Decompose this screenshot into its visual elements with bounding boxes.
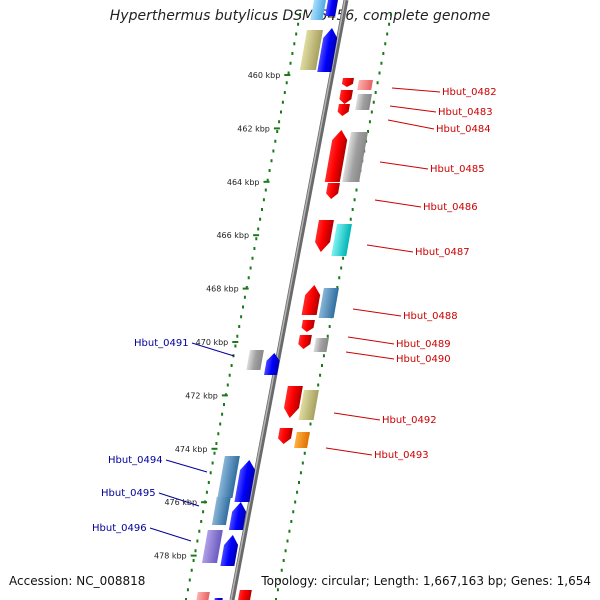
gene-feature — [220, 535, 239, 566]
gene-label-hbut-0494[interactable]: Hbut_0494 — [108, 455, 163, 466]
gene-leader-line — [325, 447, 373, 456]
gene-feature — [339, 90, 353, 104]
gene-feature — [298, 335, 312, 349]
gene-labels: Hbut_0482 Hbut_0483 Hbut_0484 Hbut_0485 Hbut… — [92, 87, 497, 542]
gene-feature — [264, 353, 280, 375]
gene-leader-line — [352, 308, 402, 317]
gene-label-hbut-0484[interactable]: Hbut_0484 — [436, 124, 491, 135]
gene-leader-line — [158, 492, 200, 507]
gene-leader-line — [366, 244, 414, 253]
gene-leader-line — [149, 527, 192, 542]
gene-feature — [238, 590, 252, 600]
scale-label: 476 kbp — [164, 498, 197, 507]
gene-feature — [202, 530, 223, 563]
gene-leader-line — [165, 459, 208, 473]
gene-label-hbut-0492[interactable]: Hbut_0492 — [382, 415, 437, 426]
gene-feature — [283, 386, 303, 418]
scale-label: 470 kbp — [196, 338, 229, 347]
gene-feature — [310, 0, 326, 20]
gene-feature — [301, 285, 321, 315]
gene-feature — [196, 592, 210, 600]
gene-feature — [301, 320, 315, 332]
gene-feature — [298, 390, 319, 420]
scale-label: 466 kbp — [216, 231, 249, 240]
gene-feature — [278, 428, 293, 444]
scale-label: 478 kbp — [154, 552, 187, 561]
gene-label-hbut-0491[interactable]: Hbut_0491 — [134, 338, 189, 349]
gene-feature — [313, 338, 329, 352]
gene-leader-line — [387, 119, 435, 130]
genome-backbone — [229, 0, 349, 600]
scale-label: 464 kbp — [227, 178, 260, 187]
gene-label-hbut-0493[interactable]: Hbut_0493 — [374, 450, 429, 461]
gene-feature — [331, 224, 352, 256]
gene-feature — [228, 502, 247, 530]
gene-feature — [315, 220, 334, 252]
gene-leader-line — [345, 351, 395, 360]
gene-label-hbut-0482[interactable]: Hbut_0482 — [442, 87, 497, 98]
gene-features — [196, 0, 373, 600]
gene-feature — [211, 497, 231, 525]
scale-label: 468 kbp — [206, 285, 239, 294]
gene-leader-line — [333, 412, 381, 421]
gene-leader-line — [391, 87, 441, 93]
scale-label: 474 kbp — [175, 445, 208, 454]
gene-feature — [355, 94, 372, 110]
gene-label-hbut-0490[interactable]: Hbut_0490 — [396, 354, 451, 365]
gene-label-hbut-0488[interactable]: Hbut_0488 — [403, 311, 458, 322]
gene-label-hbut-0487[interactable]: Hbut_0487 — [415, 247, 470, 258]
gene-label-hbut-0485[interactable]: Hbut_0485 — [430, 164, 485, 175]
gene-feature — [325, 0, 338, 16]
gene-feature — [234, 460, 256, 502]
gene-feature — [318, 288, 339, 318]
gene-label-hbut-0486[interactable]: Hbut_0486 — [423, 202, 478, 213]
genome-backbone-highlight — [230, 0, 346, 600]
gene-label-hbut-0483[interactable]: Hbut_0483 — [438, 107, 493, 118]
scale-label: 462 kbp — [237, 124, 270, 133]
gene-feature — [246, 350, 264, 370]
gene-feature — [324, 130, 348, 182]
gene-feature — [341, 78, 354, 87]
accession-label: Accession: NC_008818 — [9, 574, 146, 588]
gene-label-hbut-0496[interactable]: Hbut_0496 — [92, 523, 147, 534]
genome-summary: Topology: circular; Length: 1,667,163 bp… — [261, 574, 591, 588]
gene-feature — [337, 104, 350, 116]
gene-leader-line — [379, 161, 429, 170]
gene-label-hbut-0489[interactable]: Hbut_0489 — [396, 339, 451, 350]
gene-feature — [294, 432, 310, 448]
gene-leader-line — [347, 336, 395, 345]
gene-feature — [299, 30, 323, 70]
gene-leader-line — [389, 105, 437, 113]
gene-label-hbut-0495[interactable]: Hbut_0495 — [101, 488, 156, 499]
gene-feature — [217, 456, 240, 498]
scale-label: 472 kbp — [185, 391, 218, 400]
gene-feature — [357, 80, 373, 90]
gene-leader-line — [374, 199, 422, 208]
scale-label: 460 kbp — [248, 71, 281, 80]
gene-leader-line — [191, 342, 235, 357]
scale-labels: 460 kbp 462 kbp 464 kbp 466 kbp 468 kbp 470 k… — [154, 71, 291, 561]
gene-feature — [317, 28, 338, 72]
gene-feature — [326, 183, 340, 199]
gene-feature — [342, 132, 368, 182]
